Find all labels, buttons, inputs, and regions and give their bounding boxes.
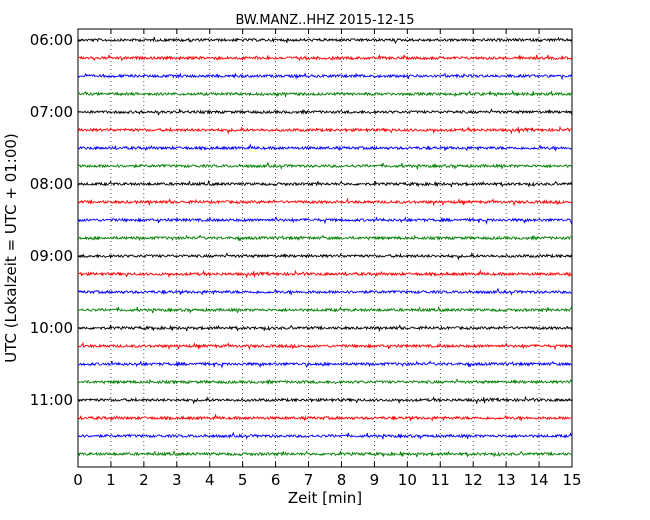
- seismic-trace: [77, 72, 573, 81]
- chart-title: BW.MANZ..HHZ 2015-12-15: [235, 13, 414, 28]
- x-axis-ticks: 0 1 2 3 4 5 6 7 8 9 10 11 12 13 14 15: [73, 29, 582, 489]
- seismic-trace: [77, 324, 573, 333]
- x-axis-label: Zeit [min]: [288, 489, 362, 507]
- y-tick-label: 07:00: [30, 103, 73, 121]
- seismic-trace: [77, 125, 573, 135]
- x-tick-label: 9: [370, 471, 380, 489]
- seismic-trace: [77, 269, 573, 279]
- seismic-trace: [77, 197, 573, 207]
- seismic-trace: [77, 252, 573, 261]
- y-axis-ticks: 06:00 07:00 08:00 09:00 10:00 11:00: [30, 31, 572, 409]
- seismic-trace: [77, 287, 573, 296]
- y-tick-label: 09:00: [30, 247, 73, 265]
- seismic-trace: [77, 234, 573, 242]
- x-tick-label: 8: [337, 471, 347, 489]
- plot-area: [77, 28, 573, 468]
- seismic-trace: [77, 54, 573, 62]
- seismic-trace: [77, 431, 573, 440]
- x-tick-label: 4: [205, 471, 215, 489]
- seismic-trace: [77, 341, 573, 351]
- seismic-trace: [77, 89, 573, 98]
- x-tick-label: 13: [497, 471, 516, 489]
- x-tick-label: 11: [431, 471, 450, 489]
- x-tick-label: 7: [304, 471, 314, 489]
- seismic-trace: [77, 378, 573, 385]
- x-tick-label: 15: [562, 471, 581, 489]
- y-tick-label: 06:00: [30, 31, 73, 49]
- seismic-trace: [77, 305, 573, 314]
- seismic-trace: [77, 143, 573, 152]
- y-tick-label: 08:00: [30, 175, 73, 193]
- x-tick-label: 3: [172, 471, 182, 489]
- y-tick-label: 10:00: [30, 319, 73, 337]
- seismic-trace: [77, 216, 573, 225]
- x-tick-label: 1: [106, 471, 116, 489]
- seismic-trace: [77, 179, 573, 188]
- x-tick-label: 10: [398, 471, 417, 489]
- x-tick-label: 6: [271, 471, 281, 489]
- seismic-trace: [77, 413, 573, 422]
- x-tick-label: 12: [464, 471, 483, 489]
- x-tick-label: 14: [530, 471, 549, 489]
- seismic-trace: [77, 449, 573, 458]
- seismic-trace: [77, 360, 573, 369]
- seismic-traces: [77, 36, 573, 458]
- seismic-trace: [77, 36, 573, 44]
- seismic-trace: [77, 395, 573, 405]
- seismic-trace: [77, 161, 573, 170]
- y-tick-label: 11:00: [30, 391, 73, 409]
- seismic-trace: [77, 108, 573, 116]
- x-tick-label: 0: [73, 471, 83, 489]
- y-axis-label: UTC (Lokalzeit = UTC + 01:00): [2, 133, 20, 363]
- x-tick-label: 5: [238, 471, 248, 489]
- x-tick-label: 2: [139, 471, 149, 489]
